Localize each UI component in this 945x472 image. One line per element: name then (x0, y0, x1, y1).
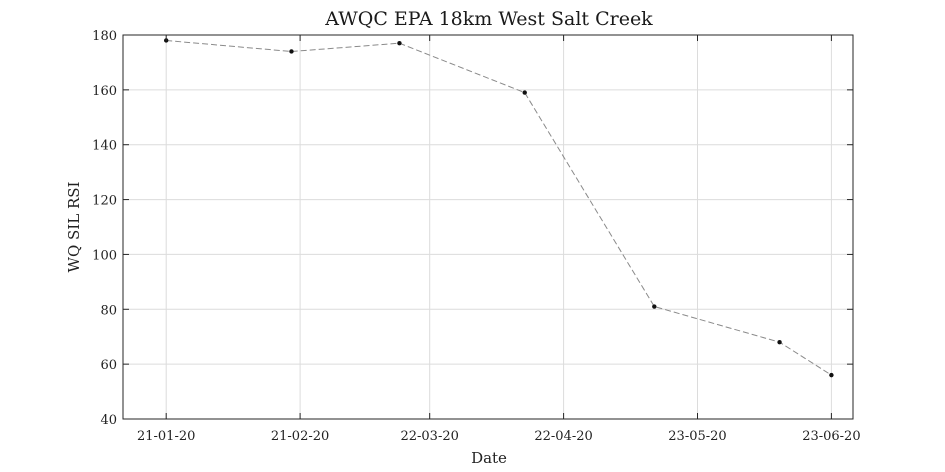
x-tick-label: 23-05-20 (668, 429, 726, 444)
data-point (289, 49, 294, 54)
x-tick-label: 22-04-20 (534, 429, 592, 444)
y-tick-label: 60 (100, 358, 117, 373)
y-tick-label: 160 (92, 84, 117, 99)
series-line (166, 40, 832, 376)
y-tick-label: 180 (92, 29, 117, 44)
chart-title: AWQC EPA 18km West Salt Creek (324, 8, 653, 30)
axis-ticks: 40 60 80 100 120 140 160 180 21-01-20 21-02-20 22-… (92, 29, 860, 444)
x-tick-label: 22-03-20 (400, 429, 458, 444)
x-tick-label: 21-02-20 (271, 429, 329, 444)
data-point (397, 41, 402, 46)
data-point (522, 90, 527, 95)
y-tick-label: 40 (100, 413, 117, 428)
y-tick-label: 120 (92, 194, 117, 209)
grid (123, 34, 853, 420)
data-point (829, 372, 834, 378)
y-tick-label: 100 (92, 248, 117, 263)
y-tick-label: 80 (100, 303, 117, 318)
y-axis-label: WQ SIL RSI (65, 181, 83, 272)
x-axis-label: Date (471, 449, 507, 467)
y-tick-label: 140 (92, 139, 117, 154)
data-point (777, 340, 782, 345)
x-tick-label: 21-01-20 (137, 429, 195, 444)
series-layer (163, 38, 834, 378)
plot-frame (122, 34, 854, 420)
x-tick-label: 23-06-20 (802, 429, 860, 444)
data-point (652, 304, 657, 309)
